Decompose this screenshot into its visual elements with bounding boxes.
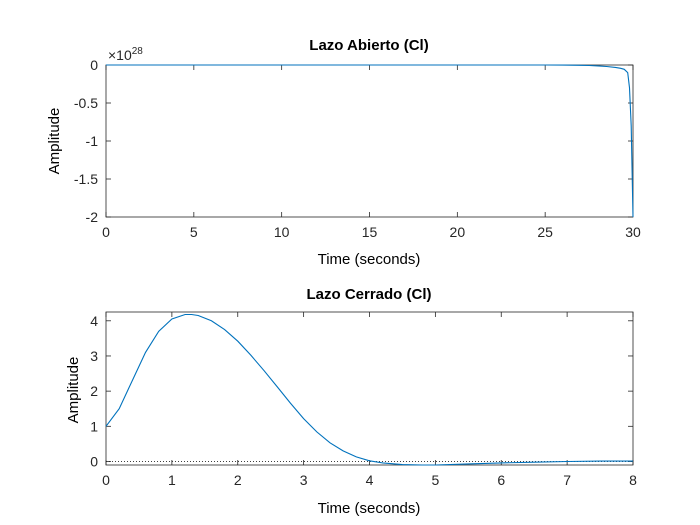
y-tick-label: -0.5: [74, 95, 98, 111]
plot-open-loop: Lazo Abierto (Cl) ×1028 0 5 10 15 20 25 30 0 -0…: [46, 37, 641, 268]
x-tick-label: 7: [563, 472, 571, 488]
y-axis-label: Amplitude: [65, 357, 82, 424]
y-tick-label: 1: [90, 418, 98, 434]
response-line: [106, 64, 634, 218]
x-tick-labels: 0 5 10 15 20 25 30: [102, 224, 641, 240]
y-tick-labels: 0 1 2 3 4: [90, 313, 98, 470]
y-tick-labels: 0 -0.5 -1 -1.5 -2: [74, 57, 98, 225]
y-axis-label: Amplitude: [46, 108, 63, 175]
x-axis-label: Time (seconds): [318, 500, 421, 517]
y-tick-label: 3: [90, 348, 98, 364]
x-tick-labels: 0 1 2 3 4 5 6 7 8: [102, 472, 637, 488]
x-axis-label: Time (seconds): [318, 251, 421, 268]
y-tick-label: 4: [90, 313, 98, 329]
x-tick-label: 30: [625, 224, 641, 240]
plot-area: [105, 64, 634, 218]
y-tick-label: -2: [86, 209, 99, 225]
chart-title: Lazo Abierto (Cl): [309, 37, 428, 54]
y-exponent-value: 28: [132, 46, 144, 57]
x-tick-label: 25: [537, 224, 553, 240]
y-tick-label: -1: [86, 133, 99, 149]
x-tick-label: 8: [629, 472, 637, 488]
plot-closed-loop: Lazo Cerrado (Cl) 0 1 2 3 4 5 6 7 8 0 1 2 3 4 Time (…: [65, 286, 637, 517]
x-tick-label: 3: [300, 472, 308, 488]
plot-area: [105, 311, 634, 466]
x-tick-label: 20: [450, 224, 466, 240]
x-tick-label: 10: [274, 224, 290, 240]
y-tick-label: -1.5: [74, 171, 98, 187]
x-tick-label: 1: [168, 472, 176, 488]
y-exponent-label: ×1028: [108, 46, 143, 63]
y-tick-label: 0: [90, 57, 98, 73]
response-line: [105, 313, 633, 466]
x-tick-label: 5: [190, 224, 198, 240]
y-tick-label: 2: [90, 383, 98, 399]
x-tick-label: 0: [102, 224, 110, 240]
x-tick-label: 6: [497, 472, 505, 488]
x-tick-label: 4: [366, 472, 374, 488]
x-tick-label: 5: [431, 472, 439, 488]
x-tick-label: 2: [234, 472, 242, 488]
y-tick-label: 0: [90, 453, 98, 469]
y-exponent-base: ×10: [108, 47, 132, 63]
x-tick-label: 15: [362, 224, 378, 240]
chart-title: Lazo Cerrado (Cl): [306, 286, 431, 303]
x-tick-label: 0: [102, 472, 110, 488]
